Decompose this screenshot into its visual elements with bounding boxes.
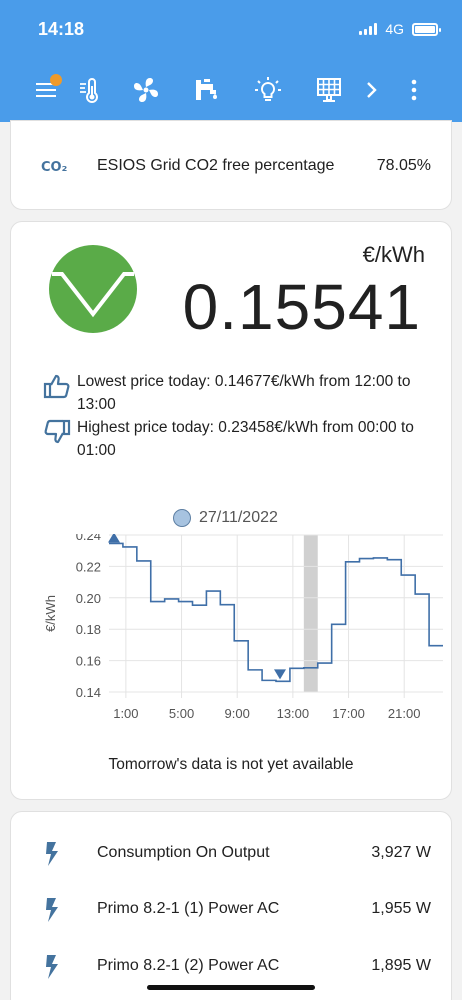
thumb-up-icon (43, 374, 70, 399)
notification-dot (50, 74, 62, 86)
legend-label: 27/11/2022 (199, 509, 278, 526)
status-bar: 14:18 4G (0, 0, 462, 58)
highest-price-row: Highest price today: 0.23458€/kWh from 0… (43, 416, 421, 462)
flash-icon (46, 898, 58, 922)
price-series-line (109, 542, 443, 683)
menu-icon (36, 83, 56, 97)
highest-price-text: Highest price today: 0.23458€/kWh from 0… (77, 419, 414, 459)
legend-swatch (173, 509, 191, 527)
price-chart[interactable]: 0.24 0.22 0.20 0.18 0.16 0.14 1:00 5:00 9:00 13:0… (29, 534, 443, 739)
lowest-price-text: Lowest price today: 0.14677€/kWh from 12… (77, 373, 411, 413)
y-tick-label: 0.24 (76, 534, 101, 543)
more-vert-icon (411, 79, 417, 101)
x-tick-label: 17:00 (332, 706, 365, 721)
home-indicator[interactable] (147, 985, 315, 990)
lowest-price-row: Lowest price today: 0.14677€/kWh from 12… (43, 370, 421, 416)
y-axis-label: €/kWh (43, 595, 58, 632)
toolbar (0, 58, 462, 122)
y-tick-label: 0.16 (76, 654, 101, 669)
y-tick-label: 0.14 (76, 685, 101, 700)
entity-row-consumption[interactable]: Consumption On Output 3,927 W (11, 826, 451, 882)
molecule-co2-icon: CO₂ (41, 160, 67, 175)
entity-label: Primo 8.2-1 (1) Power AC (97, 900, 280, 917)
menu-button[interactable] (18, 58, 74, 122)
x-tick-label: 5:00 (169, 706, 194, 721)
x-tick-label: 1:00 (113, 706, 138, 721)
tab-solar[interactable] (301, 58, 357, 122)
battery-icon (412, 22, 441, 36)
y-tick-label: 0.18 (76, 622, 101, 637)
entity-value: 3,927 W (371, 844, 431, 861)
solar-panel-icon (317, 78, 341, 102)
thermometer-icon (80, 77, 98, 103)
entity-label: Primo 8.2-1 (2) Power AC (97, 957, 280, 974)
co2-entity-row[interactable]: CO₂ ESIOS Grid CO2 free percentage 78.05… (11, 121, 451, 211)
tomorrow-note: Tomorrow's data is not yet available (108, 756, 354, 773)
lightbulb-icon (255, 77, 281, 101)
min-price-marker (274, 669, 286, 680)
chevron-right-icon (367, 82, 377, 98)
network-type: 4G (385, 21, 404, 37)
y-tick-label: 0.22 (76, 559, 101, 574)
price-level-low-icon[interactable] (48, 244, 138, 334)
entity-label: Consumption On Output (97, 844, 270, 861)
current-hour-band (303, 535, 318, 692)
x-tick-label: 9:00 (225, 706, 250, 721)
tab-climate[interactable] (62, 58, 118, 122)
tab-water[interactable] (178, 58, 234, 122)
tab-lights[interactable] (240, 58, 296, 122)
water-tap-icon (196, 79, 217, 100)
fan-icon (134, 78, 158, 102)
entity-value: 1,955 W (371, 900, 431, 917)
price-unit: €/kWh (362, 242, 425, 267)
co2-card: CO₂ ESIOS Grid CO2 free percentage 78.05… (10, 120, 452, 210)
chart-legend[interactable]: 27/11/2022 (173, 509, 278, 527)
status-time: 14:18 (38, 19, 85, 39)
overflow-menu-button[interactable] (390, 58, 438, 122)
entity-row-primo-2[interactable]: Primo 8.2-1 (2) Power AC 1,895 W (11, 939, 451, 995)
max-price-marker (108, 534, 120, 543)
co2-value: 78.05% (376, 157, 431, 174)
co2-label: ESIOS Grid CO2 free percentage (97, 157, 335, 174)
x-tick-label: 13:00 (277, 706, 310, 721)
x-tick-label: 21:00 (388, 706, 421, 721)
y-tick-label: 0.20 (76, 591, 101, 606)
current-price: 0.15541 (182, 271, 421, 343)
power-card: Consumption On Output 3,927 W Primo 8.2-… (10, 811, 452, 1000)
svg-text:CO₂: CO₂ (41, 160, 67, 175)
status-indicators: 4G (359, 21, 441, 37)
signal-icon (359, 23, 378, 35)
entity-value: 1,895 W (371, 957, 431, 974)
flash-icon (46, 955, 58, 979)
tab-fan[interactable] (118, 58, 174, 122)
thumb-down-icon (44, 419, 71, 444)
scroll-tabs-button[interactable] (356, 58, 388, 122)
flash-icon (46, 842, 58, 866)
entity-row-primo-1[interactable]: Primo 8.2-1 (1) Power AC 1,955 W (11, 882, 451, 938)
electricity-price-card: €/kWh 0.15541 Lowest price today: 0.1467… (10, 221, 452, 800)
